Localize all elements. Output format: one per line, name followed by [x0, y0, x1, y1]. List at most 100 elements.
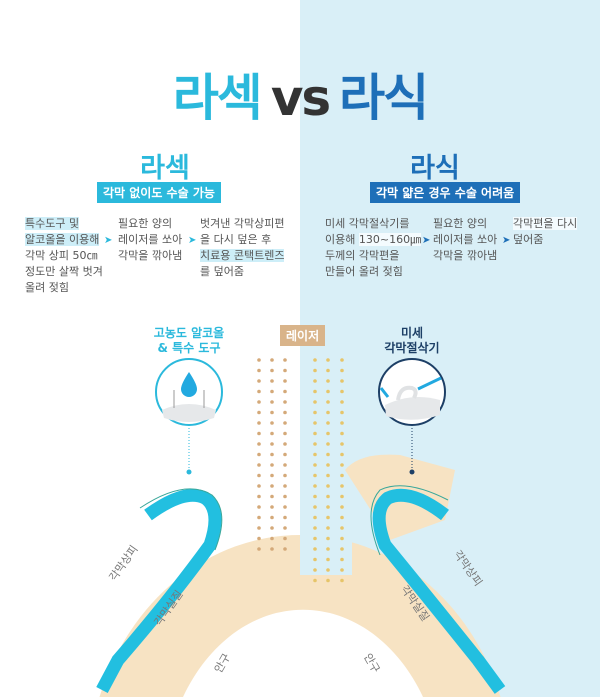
epithelium-outline-left	[139, 488, 223, 551]
laser-dot	[326, 389, 330, 394]
laser-dot	[283, 400, 287, 404]
laser-dot	[257, 515, 261, 520]
laser-dot	[340, 379, 344, 383]
laser-dot	[340, 410, 344, 415]
laser-dot	[257, 473, 261, 478]
laser-dot	[283, 473, 287, 478]
laser-dot	[283, 505, 287, 509]
laser-dot	[326, 473, 330, 478]
lasik-step-3: 각막편을 다시 덮어줌	[513, 216, 578, 248]
arrow-icon: ➤	[502, 235, 511, 246]
laser-dot	[270, 536, 274, 541]
cornea-surface-icon	[162, 404, 216, 422]
lasik-step-1-text: 미세 각막절삭기를 이용해	[325, 217, 410, 246]
laser-dot	[270, 389, 274, 394]
laser-dot	[340, 431, 344, 436]
laser-dot	[270, 400, 274, 404]
laser-dot	[340, 578, 344, 583]
lasik-step-1: 미세 각막절삭기를 이용해 130~160㎛ 두께의 각막편을 만들어 올려 젖…	[325, 216, 422, 280]
connector-dot-right	[409, 469, 415, 475]
laser-dot	[257, 368, 261, 373]
arrow-icon: ➤	[104, 235, 113, 246]
laser-dot	[257, 505, 261, 509]
laser-dot	[270, 484, 274, 488]
laser-dot	[313, 452, 317, 457]
epithelium-left	[96, 488, 222, 694]
laser-dot	[326, 494, 330, 499]
laser-dot	[257, 547, 261, 551]
alcohol-tool-label: 고농도 알코올 & 특수 도구	[153, 326, 225, 355]
laser-dot	[270, 526, 274, 530]
laser-dot	[340, 515, 344, 520]
laser-dot	[326, 568, 330, 572]
laser-dot	[340, 536, 344, 541]
laser-dot	[313, 442, 317, 446]
laser-dot	[283, 494, 287, 499]
laser-dot	[326, 578, 330, 583]
cornea-surface-icon	[385, 396, 440, 420]
laser-dot	[270, 473, 274, 478]
lasek-step-3-text: 벗겨낸 각막상피편 을 다시 덮은 후	[200, 217, 285, 246]
laser-dot	[340, 452, 344, 457]
blade-icon	[379, 387, 390, 398]
laser-dot	[270, 410, 274, 415]
laser-dot	[326, 557, 330, 562]
laser-dot	[340, 400, 344, 404]
microkeratome-label: 미세 각막절삭기	[384, 326, 440, 355]
laser-dot	[313, 410, 317, 415]
laser-dot	[283, 547, 287, 551]
lasik-heading: 라식	[410, 153, 460, 184]
laser-dot	[283, 515, 287, 520]
lasek-heading: 라섹	[140, 153, 190, 184]
laser-dot	[283, 431, 287, 436]
lasik-step-3-rest: 덮어줌	[513, 233, 544, 246]
laser-dot	[326, 368, 330, 373]
eyeball	[183, 609, 423, 697]
laser-dot	[283, 452, 287, 457]
laser-dot	[313, 368, 317, 373]
laser-dot	[313, 557, 317, 562]
lasek-step-3: 벗겨낸 각막상피편 을 다시 덮은 후 치료용 콘택트렌즈 를 덮어줌	[200, 216, 285, 280]
laser-dot	[340, 463, 344, 467]
lasik-step-1-rest: 두께의 각막편을 만들어 올려 젖힘	[325, 249, 403, 278]
title-vs: vs	[270, 69, 331, 127]
laser-dot	[270, 358, 274, 362]
laser-dot	[326, 400, 330, 404]
lasek-step-3-highlight: 치료용 콘택트렌즈	[200, 249, 285, 262]
laser-dot	[257, 442, 261, 446]
alcohol-drop-icon	[181, 372, 197, 397]
title-lasek: 라섹	[172, 69, 263, 127]
laser-dot	[283, 358, 287, 362]
laser-dot	[257, 452, 261, 457]
laser-dot	[257, 358, 261, 362]
laser-dot	[313, 379, 317, 383]
laser-dot	[257, 526, 261, 530]
laser-dot	[326, 536, 330, 541]
laser-dot	[270, 505, 274, 509]
blade-icon	[417, 376, 442, 391]
laser-dot	[313, 389, 317, 394]
laser-dot	[326, 410, 330, 415]
laser-dot	[313, 494, 317, 499]
laser-dot	[313, 526, 317, 530]
laser-dot	[283, 442, 287, 446]
laser-dot	[340, 421, 344, 425]
laser-dot	[313, 463, 317, 467]
connector-dot-left	[186, 469, 192, 475]
laser-dot	[313, 473, 317, 478]
laser-dot	[313, 400, 317, 404]
lasik-step-2: 필요한 양의 레이저를 쏘아 각막을 깎아냄	[433, 217, 498, 262]
laser-dot	[326, 505, 330, 509]
laser-dot	[313, 431, 317, 436]
laser-dot	[283, 536, 287, 541]
laser-dot	[257, 410, 261, 415]
laser-beam-lasik	[313, 358, 344, 583]
corneal-flap-icon	[396, 385, 418, 401]
laser-dot	[313, 515, 317, 520]
lasek-badge: 각막 없이도 수술 가능	[97, 182, 221, 203]
laser-dot	[283, 421, 287, 425]
laser-dot	[313, 505, 317, 509]
laser-dot	[270, 442, 274, 446]
